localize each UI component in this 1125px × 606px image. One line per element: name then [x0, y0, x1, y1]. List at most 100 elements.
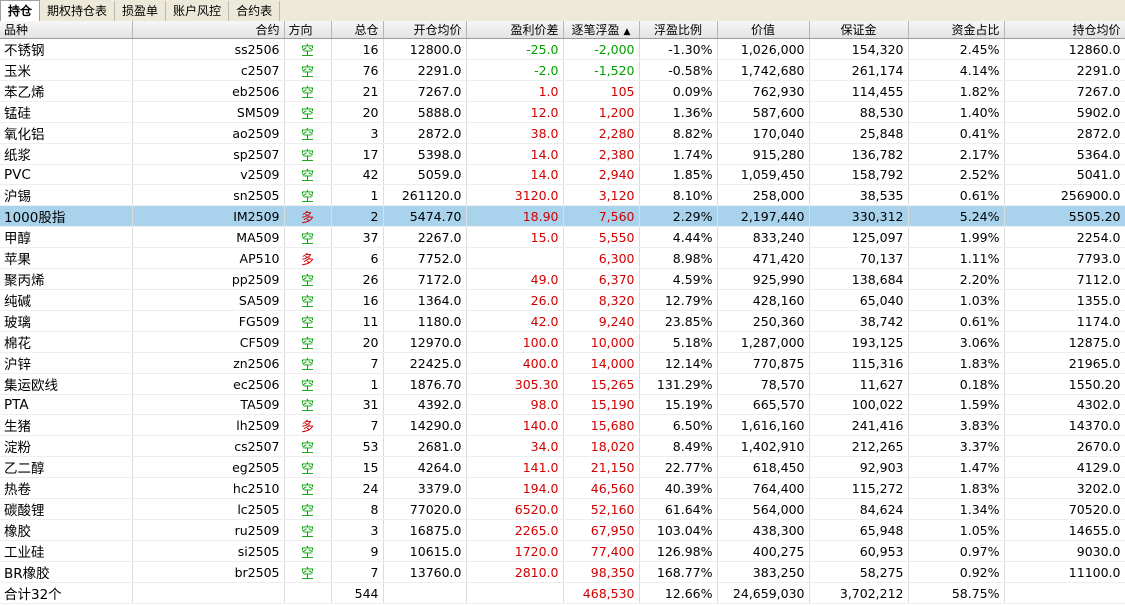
margin-cell: 114,455	[809, 80, 909, 102]
tab-account-risk[interactable]: 账户风控	[166, 1, 230, 21]
value-cell: 762,930	[717, 80, 810, 102]
col-header-float-pnl-label: 逐笔浮盈	[571, 23, 620, 37]
open-avg-cell: 10615.0	[383, 540, 467, 562]
col-header-product[interactable]: 品种	[0, 21, 133, 39]
sort-ascending-icon: ▲	[623, 27, 631, 37]
tab-option-positions[interactable]: 期权持仓表	[40, 1, 116, 21]
total-value-cell: 24,659,030	[717, 582, 810, 604]
contract-cell: br2505	[132, 561, 285, 583]
contract-cell: eg2505	[132, 456, 285, 478]
table-row[interactable]: 乙二醇 eg2505 空 15 4264.0 141.0 21,150 22.77% 618,4…	[0, 456, 1125, 478]
margin-cell: 65,948	[809, 519, 909, 541]
product-cell: 沪锡	[0, 184, 133, 206]
total-float-ratio-cell: 12.66%	[639, 582, 718, 604]
col-header-profit-diff[interactable]: 盈利价差	[466, 21, 564, 39]
col-header-value[interactable]: 价值	[717, 21, 810, 39]
float-pnl-cell: 3,120	[563, 184, 640, 206]
table-row[interactable]: 沪锡 sn2505 空 1 261120.0 3120.0 3,120 8.10% 258,00…	[0, 184, 1125, 206]
total-qty-cell: 21	[331, 80, 384, 102]
tab-contracts[interactable]: 合约表	[229, 1, 281, 21]
table-row[interactable]: 热卷 hc2510 空 24 3379.0 194.0 46,560 40.39% 764,40…	[0, 477, 1125, 499]
total-float-pnl-cell: 468,530	[563, 582, 640, 604]
profit-diff-cell: 194.0	[466, 477, 564, 499]
profit-diff-cell: 34.0	[466, 435, 564, 457]
profit-diff-cell: 1720.0	[466, 540, 564, 562]
table-row[interactable]: 氧化铝 ao2509 空 3 2872.0 38.0 2,280 8.82% 170,040 25…	[0, 122, 1125, 144]
value-cell: 383,250	[717, 561, 810, 583]
contract-cell: IM2509	[132, 205, 285, 227]
profit-diff-cell: -25.0	[466, 38, 564, 60]
table-row[interactable]: BR橡胶 br2505 空 7 13760.0 2810.0 98,350 168.77% 38…	[0, 561, 1125, 583]
float-ratio-cell: 23.85%	[639, 310, 718, 332]
table-row[interactable]: 聚丙烯 pp2509 空 26 7172.0 49.0 6,370 4.59% 925,990 1…	[0, 268, 1125, 290]
table-row[interactable]: 生猪 lh2509 多 7 14290.0 140.0 15,680 6.50% 1,616,1…	[0, 414, 1125, 436]
table-row[interactable]: 纯碱 SA509 空 16 1364.0 26.0 8,320 12.79% 428,160 65…	[0, 289, 1125, 311]
value-cell: 1,742,680	[717, 59, 810, 81]
margin-cell: 212,265	[809, 435, 909, 457]
hold-avg-cell: 4129.0	[1004, 456, 1125, 478]
table-row[interactable]: 橡胶 ru2509 空 3 16875.0 2265.0 67,950 103.04% 438,…	[0, 519, 1125, 541]
hold-avg-cell: 7793.0	[1004, 247, 1125, 269]
direction-cell: 多	[284, 247, 332, 269]
float-ratio-cell: 22.77%	[639, 456, 718, 478]
table-row[interactable]: PVC v2509 空 42 5059.0 14.0 2,940 1.85% 1,059,450…	[0, 164, 1125, 185]
profit-diff-cell: 305.30	[466, 373, 564, 395]
table-row[interactable]: 淀粉 cs2507 空 53 2681.0 34.0 18,020 8.49% 1,402,91…	[0, 435, 1125, 457]
profit-diff-cell: 140.0	[466, 414, 564, 436]
float-ratio-cell: 8.49%	[639, 435, 718, 457]
col-header-float-ratio[interactable]: 浮盈比例	[639, 21, 718, 39]
value-cell: 258,000	[717, 184, 810, 206]
col-header-direction[interactable]: 方向	[284, 21, 332, 39]
float-ratio-cell: 8.82%	[639, 122, 718, 144]
table-row[interactable]: 沪锌 zn2506 空 7 22425.0 400.0 14,000 12.14% 770,87…	[0, 352, 1125, 374]
table-row[interactable]: 苹果 AP510 多 6 7752.0 6,300 8.98% 471,420 70,137 1.…	[0, 247, 1125, 269]
capital-share-cell: 3.83%	[908, 414, 1005, 436]
table-row[interactable]: 苯乙烯 eb2506 空 21 7267.0 1.0 105 0.09% 762,930 114,…	[0, 80, 1125, 102]
table-row[interactable]: 玉米 c2507 空 76 2291.0 -2.0 -1,520 -0.58% 1,742,68…	[0, 59, 1125, 81]
open-avg-cell: 5474.70	[383, 205, 467, 227]
table-row[interactable]: 1000股指 IM2509 多 2 5474.70 18.90 7,560 2.29% 2,19…	[0, 205, 1125, 227]
product-cell: 纯碱	[0, 289, 133, 311]
col-header-margin[interactable]: 保证金	[809, 21, 909, 39]
profit-diff-cell: 14.0	[466, 164, 564, 185]
table-row[interactable]: PTA TA509 空 31 4392.0 98.0 15,190 15.19% 665,570…	[0, 394, 1125, 415]
table-row[interactable]: 工业硅 si2505 空 9 10615.0 1720.0 77,400 126.98% 400…	[0, 540, 1125, 562]
value-cell: 925,990	[717, 268, 810, 290]
col-header-hold-avg[interactable]: 持仓均价	[1004, 21, 1125, 39]
product-cell: 生猪	[0, 414, 133, 436]
table-row[interactable]: 碳酸锂 lc2505 空 8 77020.0 6520.0 52,160 61.64% 564,…	[0, 498, 1125, 520]
total-qty-cell: 20	[331, 331, 384, 353]
open-avg-cell: 1180.0	[383, 310, 467, 332]
contract-cell: sn2505	[132, 184, 285, 206]
table-row[interactable]: 集运欧线 ec2506 空 1 1876.70 305.30 15,265 131.29% 78…	[0, 373, 1125, 395]
product-cell: 聚丙烯	[0, 268, 133, 290]
capital-share-cell: 1.83%	[908, 352, 1005, 374]
product-cell: 棉花	[0, 331, 133, 353]
table-row[interactable]: 玻璃 FG509 空 11 1180.0 42.0 9,240 23.85% 250,360 38…	[0, 310, 1125, 332]
col-header-contract[interactable]: 合约	[132, 21, 285, 39]
capital-share-cell: 1.83%	[908, 477, 1005, 499]
col-header-total-qty[interactable]: 总仓	[331, 21, 384, 39]
float-pnl-cell: 46,560	[563, 477, 640, 499]
hold-avg-cell: 3202.0	[1004, 477, 1125, 499]
table-row[interactable]: 锰硅 SM509 空 20 5888.0 12.0 1,200 1.36% 587,600 88,…	[0, 101, 1125, 123]
table-row[interactable]: 纸浆 sp2507 空 17 5398.0 14.0 2,380 1.74% 915,280 13…	[0, 143, 1125, 165]
col-header-open-avg[interactable]: 开仓均价	[383, 21, 467, 39]
margin-cell: 115,316	[809, 352, 909, 374]
margin-cell: 70,137	[809, 247, 909, 269]
profit-diff-cell: 15.0	[466, 226, 564, 248]
total-qty-cell: 7	[331, 561, 384, 583]
tab-stop-orders[interactable]: 损盈单	[115, 1, 167, 21]
col-header-float-pnl[interactable]: 逐笔浮盈 ▲	[563, 21, 640, 39]
total-qty-cell: 76	[331, 59, 384, 81]
table-row[interactable]: 棉花 CF509 空 20 12970.0 100.0 10,000 5.18% 1,287,0…	[0, 331, 1125, 353]
tab-positions[interactable]: 持仓	[0, 0, 41, 21]
direction-cell: 空	[284, 498, 332, 520]
margin-cell: 65,040	[809, 289, 909, 311]
table-row[interactable]: 不锈钢 ss2506 空 16 12800.0 -25.0 -2,000 -1.30% 1,02…	[0, 38, 1125, 60]
float-pnl-cell: 9,240	[563, 310, 640, 332]
col-header-capital-share[interactable]: 资金占比	[908, 21, 1005, 39]
table-row[interactable]: 甲醇 MA509 空 37 2267.0 15.0 5,550 4.44% 833,240 125…	[0, 226, 1125, 248]
product-cell: 苹果	[0, 247, 133, 269]
open-avg-cell: 2681.0	[383, 435, 467, 457]
